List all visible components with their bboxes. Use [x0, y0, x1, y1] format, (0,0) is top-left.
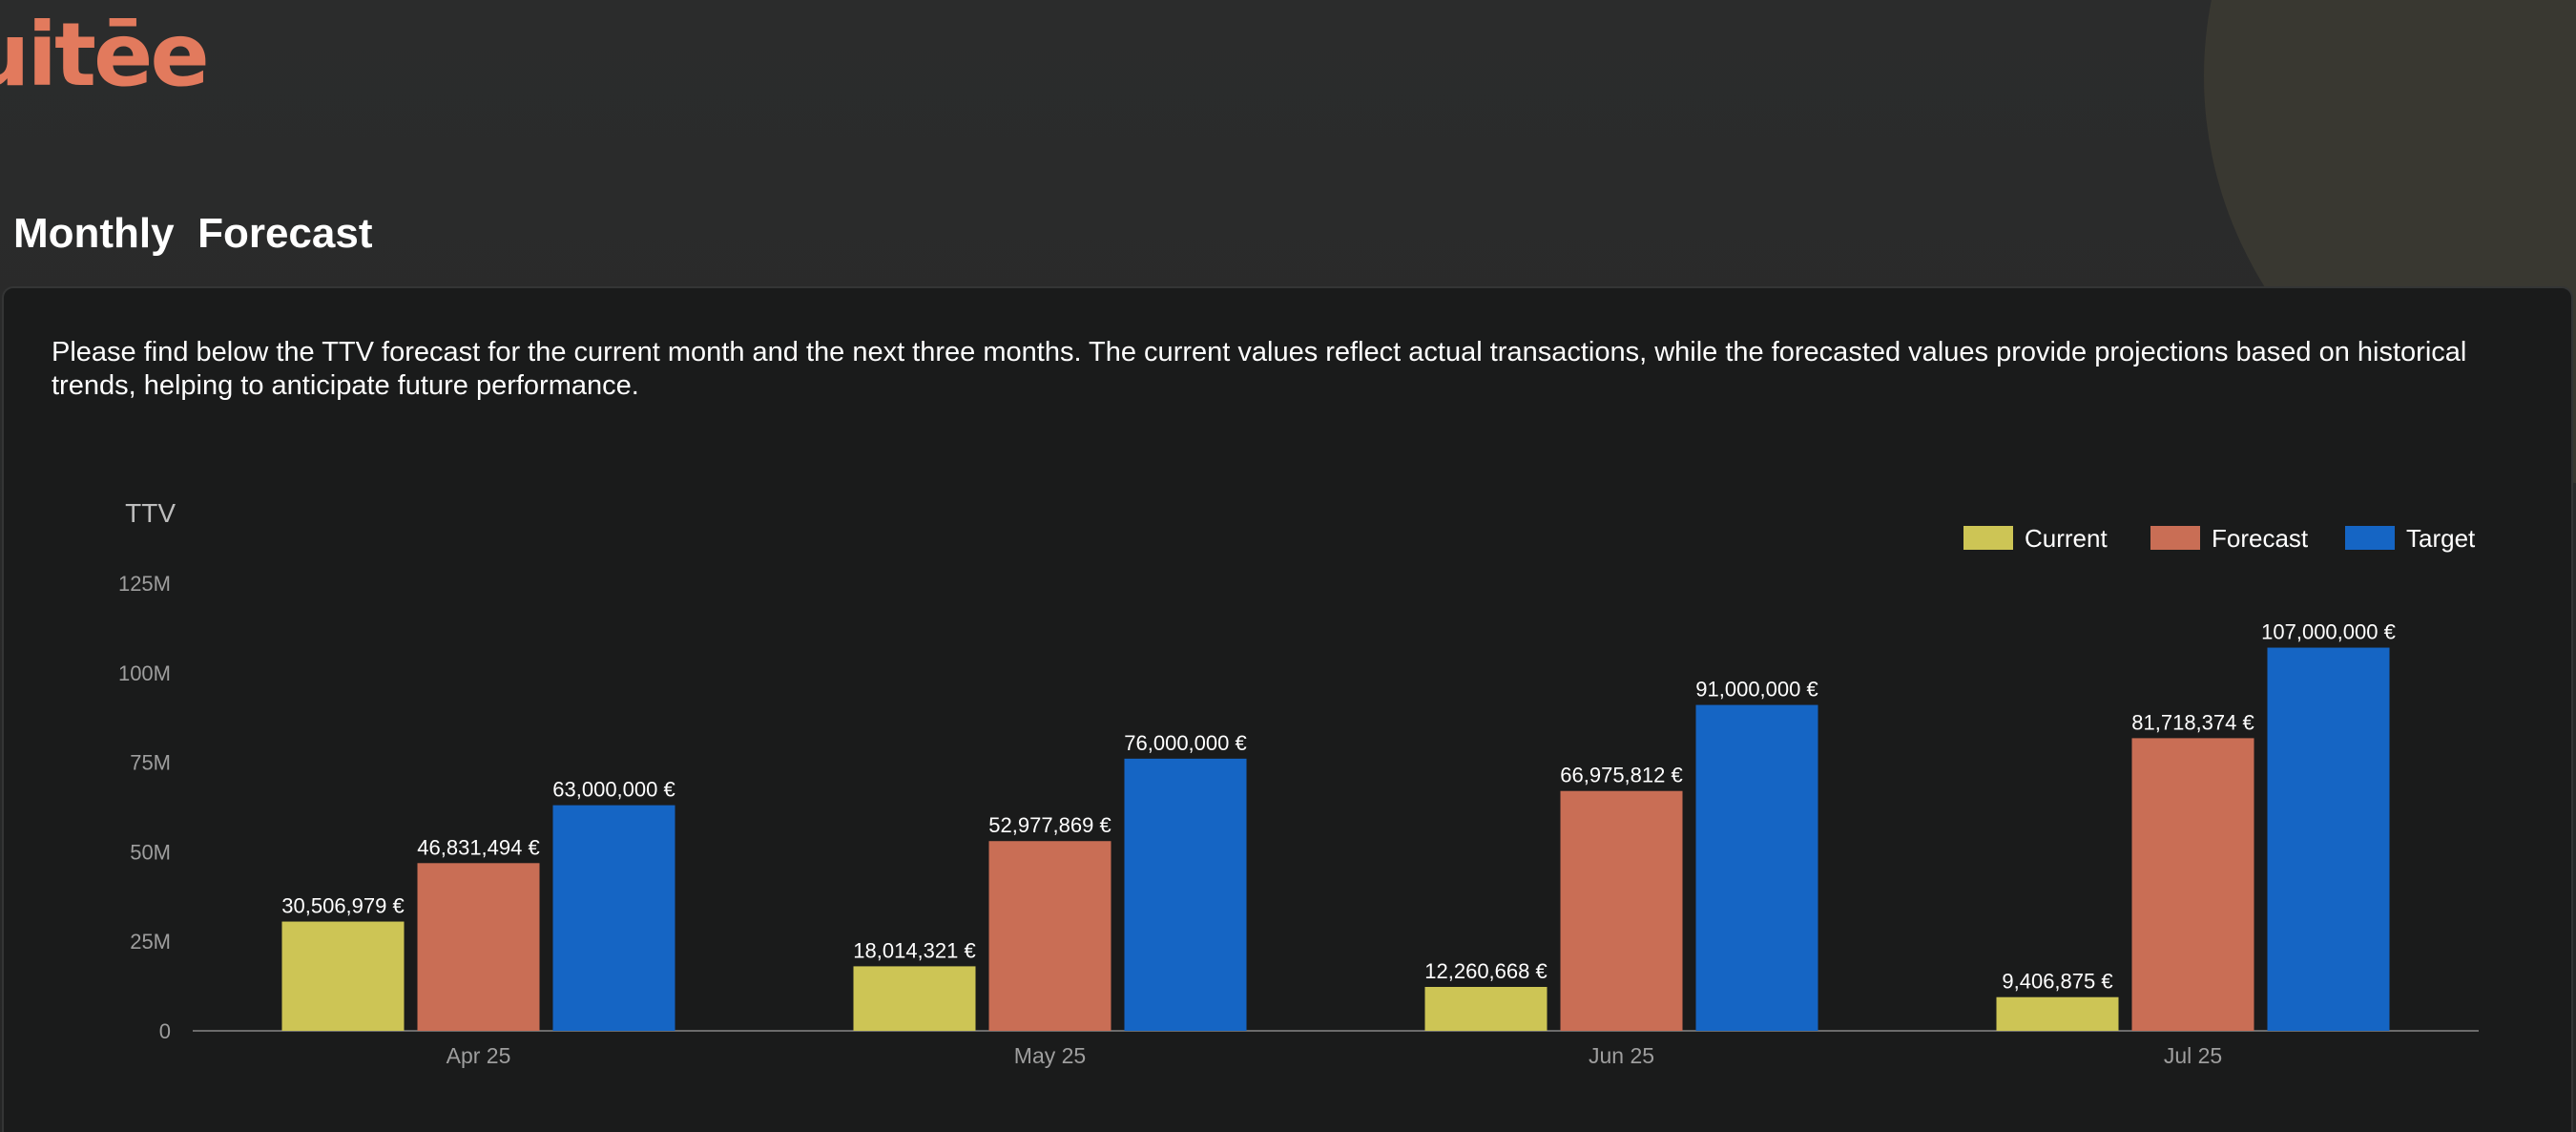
- bar-target-may-25[interactable]: [1124, 758, 1247, 1031]
- data-label-target-3: 107,000,000 €: [2261, 620, 2396, 644]
- data-label-forecast-3: 81,718,374 €: [2131, 710, 2254, 734]
- bar-current-may-25[interactable]: [853, 966, 976, 1031]
- y-axis-ticks: 0 25M 50M 75M 100M 125M: [118, 572, 171, 1043]
- brand-logo: uitēe: [0, 4, 210, 106]
- y-tick-label-0: 0: [159, 1019, 171, 1043]
- ttv-forecast-chart: TTV 0 25M 50M 75M 100M 125M 30,506,979 € 46,83…: [118, 498, 2479, 1068]
- bar-target-jul-25[interactable]: [2267, 647, 2390, 1031]
- legend-swatch-forecast: [2150, 526, 2200, 550]
- bar-target-apr-25[interactable]: [552, 805, 675, 1031]
- bar-forecast-jun-25[interactable]: [1560, 790, 1683, 1031]
- data-label-target-1: 76,000,000 €: [1124, 731, 1246, 755]
- y-tick-label-1: 25M: [130, 930, 171, 954]
- x-tick-label-3: Jul 25: [2164, 1043, 2222, 1068]
- bar-current-jun-25[interactable]: [1424, 986, 1548, 1031]
- legend-item-current[interactable]: Current: [2025, 524, 2108, 553]
- bar-target-jun-25[interactable]: [1695, 704, 1818, 1031]
- x-tick-label-1: May 25: [1014, 1043, 1086, 1068]
- bar-forecast-may-25[interactable]: [988, 841, 1111, 1031]
- bar-current-jul-25[interactable]: [1996, 996, 2119, 1031]
- y-tick-label-3: 75M: [130, 751, 171, 775]
- data-label-target-0: 63,000,000 €: [552, 778, 675, 802]
- legend-swatch-target: [2345, 526, 2395, 550]
- y-tick-label-2: 50M: [130, 840, 171, 864]
- y-tick-label-5: 125M: [118, 572, 171, 596]
- x-tick-label-2: Jun 25: [1589, 1043, 1654, 1068]
- legend-item-forecast[interactable]: Forecast: [2212, 524, 2309, 553]
- forecast-description: Please find below the TTV forecast for t…: [52, 337, 2467, 401]
- data-label-forecast-2: 66,975,812 €: [1560, 764, 1682, 787]
- chart-legend: Current Forecast Target: [1963, 524, 2476, 553]
- data-label-current-1: 18,014,321 €: [853, 938, 975, 962]
- y-axis-title: TTV: [125, 498, 176, 528]
- data-label-current-0: 30,506,979 €: [281, 894, 404, 918]
- data-label-forecast-1: 52,977,869 €: [988, 813, 1111, 837]
- x-axis-labels: Apr 25 May 25 Jun 25 Jul 25: [447, 1043, 2223, 1068]
- bar-series-group: 30,506,979 € 46,831,494 € 63,000,000 € 18,0…: [281, 620, 2396, 1031]
- legend-swatch-current: [1963, 526, 2013, 550]
- page-title: Monthly Forecast: [13, 210, 373, 257]
- data-label-target-2: 91,000,000 €: [1695, 678, 1818, 702]
- data-label-current-3: 9,406,875 €: [2002, 970, 2112, 994]
- bar-current-apr-25[interactable]: [281, 921, 405, 1031]
- y-tick-label-4: 100M: [118, 661, 171, 685]
- x-tick-label-0: Apr 25: [447, 1043, 511, 1068]
- forecast-panel: Please find below the TTV forecast for t…: [2, 286, 2573, 1132]
- bar-forecast-apr-25[interactable]: [417, 863, 540, 1031]
- bar-forecast-jul-25[interactable]: [2131, 738, 2254, 1031]
- legend-item-target[interactable]: Target: [2406, 524, 2476, 553]
- data-label-forecast-0: 46,831,494 €: [417, 835, 539, 859]
- data-label-current-2: 12,260,668 €: [1424, 959, 1547, 983]
